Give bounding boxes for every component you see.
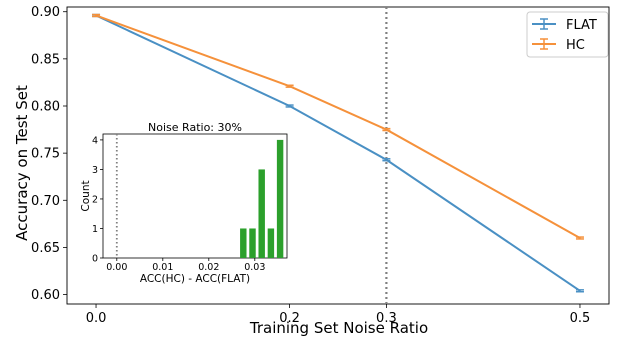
legend: FLAT HC (526, 11, 609, 58)
histogram-bar (267, 228, 275, 258)
main-series-group (92, 7, 584, 304)
inset-title: Noise Ratio: 30% (148, 121, 242, 134)
y-axis-title: Accuracy on Test Set (13, 85, 31, 241)
inset-y-tick-label: 3 (92, 165, 98, 176)
legend-entries: FLAT HC (532, 18, 597, 53)
y-tick-label: 0.60 (31, 288, 60, 303)
inset-y-tick-label: 1 (92, 224, 98, 235)
x-tick-label: 0.3 (376, 311, 397, 326)
y-tick-label: 0.70 (31, 194, 60, 209)
inset-y-tick-label: 0 (92, 254, 98, 265)
main-plot-area: 0.0 0.2 0.3 0.5 0.60 0.65 0.70 0.75 0.80 0.85 0.90 (31, 5, 610, 326)
histogram-bar (258, 169, 265, 258)
legend-label-flat: FLAT (566, 18, 597, 33)
inset-x-axis-title: ACC(HC) - ACC(FLAT) (140, 273, 250, 285)
y-tick-label: 0.75 (31, 147, 60, 162)
x-axis-title: Training Set Noise Ratio (249, 319, 428, 337)
y-tick-label: 0.80 (31, 100, 60, 115)
histogram-bar (249, 228, 256, 258)
inset-x-tick-label: 0.02 (198, 262, 219, 273)
legend-label-hc: HC (566, 38, 585, 53)
y-tick-label: 0.90 (31, 5, 60, 20)
inset-x-tick-label: 0.00 (106, 262, 127, 273)
x-tick-label: 0.0 (86, 311, 107, 326)
inset-y-tick-label: 2 (92, 194, 98, 205)
inset-y-axis-title: Count (80, 180, 92, 211)
x-tick-label: 0.2 (279, 311, 300, 326)
histogram-bar (240, 228, 247, 258)
series-line-hc (95, 14, 581, 239)
x-tick-label: 0.5 (570, 311, 591, 326)
main-plot-frame (66, 6, 610, 305)
inset-x-tick-label: 0.03 (244, 262, 265, 273)
series-line-flat (95, 14, 581, 292)
inset-frame (102, 133, 288, 259)
y-tick-label: 0.85 (31, 52, 60, 67)
y-tick-label: 0.65 (31, 241, 60, 256)
inset-x-tick-label: 0.01 (152, 262, 173, 273)
inset-marks-group: 0.00 0.01 0.02 0.03 0 1 2 3 4 (92, 134, 284, 273)
inset-histogram: 0.00 0.01 0.02 0.03 0 1 2 3 4 Noise Ratio: 30% A… (80, 121, 288, 285)
histogram-bar (276, 139, 284, 258)
inset-y-tick-label: 4 (92, 135, 98, 146)
